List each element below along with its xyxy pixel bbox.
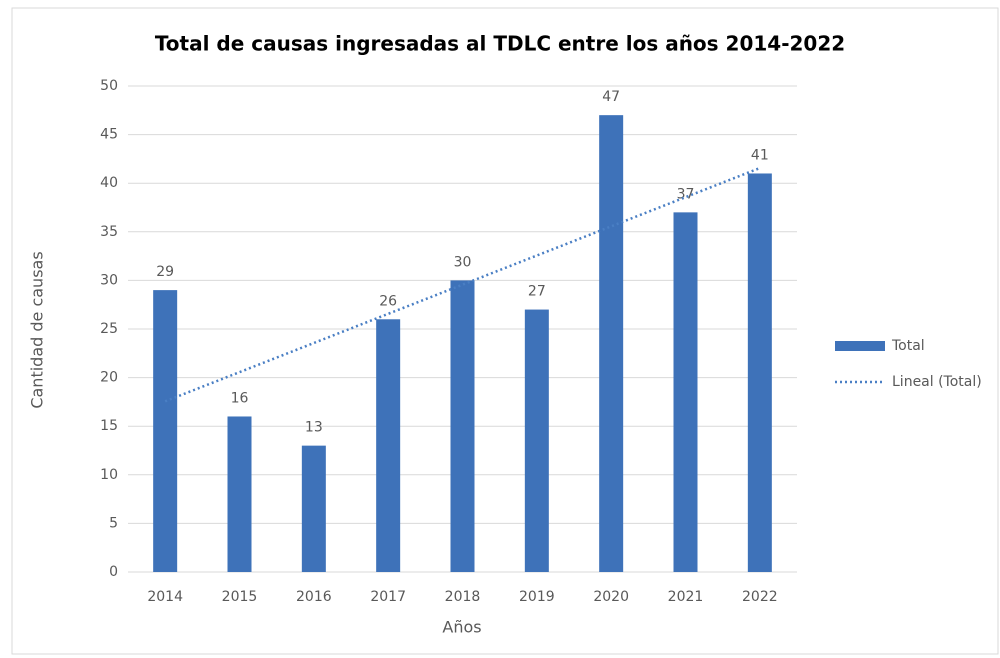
- bar: [376, 319, 401, 572]
- y-tick-label: 0: [109, 564, 118, 580]
- data-label: 27: [528, 284, 546, 300]
- bar: [227, 416, 252, 572]
- y-tick-label: 30: [100, 272, 118, 288]
- x-tick-label: 2016: [296, 589, 332, 605]
- data-label: 26: [379, 293, 397, 309]
- bar: [599, 115, 624, 572]
- y-tick-label: 45: [100, 127, 118, 143]
- x-tick-label: 2017: [370, 589, 406, 605]
- bar: [301, 445, 326, 572]
- bar: [673, 212, 698, 573]
- x-tick-label: 2021: [668, 589, 704, 605]
- data-label: 30: [454, 254, 472, 270]
- y-axis-label: Cantidad de causas: [28, 251, 47, 408]
- chart-title: Total de causas ingresadas al TDLC entre…: [155, 32, 845, 56]
- y-tick-label: 50: [100, 78, 118, 94]
- data-label: 37: [677, 186, 695, 202]
- x-tick-label: 2022: [742, 589, 778, 605]
- y-tick-label: 25: [100, 321, 118, 337]
- y-tick-label: 40: [100, 175, 118, 191]
- x-tick-label: 2018: [445, 589, 481, 605]
- data-label: 47: [602, 89, 620, 105]
- y-tick-label: 35: [100, 224, 118, 240]
- x-tick-label: 2014: [147, 589, 183, 605]
- trendline: [164, 166, 761, 403]
- x-axis-label: Años: [442, 618, 481, 637]
- y-tick-label: 10: [100, 467, 118, 483]
- y-tick-label: 5: [109, 515, 118, 531]
- legend-label: Total: [891, 338, 925, 354]
- data-label: 29: [156, 264, 174, 280]
- x-tick-label: 2019: [519, 589, 555, 605]
- x-tick-label: 2020: [593, 589, 629, 605]
- data-label: 13: [305, 420, 323, 436]
- data-label: 16: [231, 390, 249, 406]
- bar: [747, 173, 772, 573]
- x-tick-label: 2015: [222, 589, 258, 605]
- legend-swatch: [835, 341, 885, 351]
- y-tick-label: 15: [100, 418, 118, 434]
- bar: [450, 280, 475, 572]
- y-tick-label: 20: [100, 370, 118, 386]
- bar: [153, 290, 178, 572]
- data-label: 41: [751, 147, 769, 163]
- legend-label: Lineal (Total): [892, 374, 982, 390]
- bar: [524, 309, 549, 572]
